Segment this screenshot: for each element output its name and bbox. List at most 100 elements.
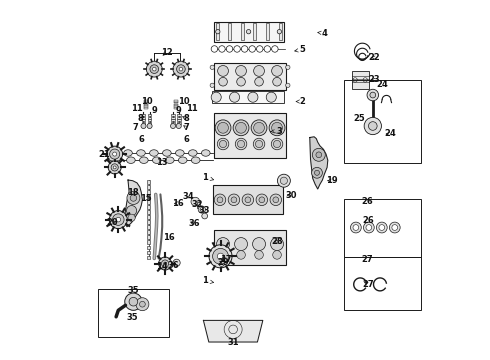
Ellipse shape [189,150,197,156]
Bar [216,23,219,40]
Bar [142,117,145,119]
Bar [279,23,282,40]
Circle shape [367,89,379,101]
Circle shape [270,194,282,206]
Circle shape [242,194,254,206]
Circle shape [198,206,205,213]
Circle shape [147,61,162,77]
Text: 9: 9 [151,106,157,115]
Text: 7: 7 [184,123,190,132]
Circle shape [235,138,247,150]
Text: 27: 27 [362,256,373,264]
Circle shape [256,194,268,206]
Circle shape [257,46,263,52]
Circle shape [264,46,270,52]
Circle shape [251,120,267,136]
Circle shape [173,61,189,77]
Text: 35: 35 [127,287,139,295]
Circle shape [141,123,146,129]
Circle shape [220,140,227,148]
Circle shape [253,138,265,150]
Circle shape [280,177,288,184]
Circle shape [312,148,325,161]
Text: 6: 6 [139,135,145,144]
Ellipse shape [178,157,187,163]
Bar [147,246,150,249]
Ellipse shape [140,157,148,163]
Circle shape [136,298,149,311]
Circle shape [273,197,279,203]
Circle shape [130,195,137,201]
Circle shape [219,251,227,259]
Bar [214,112,286,158]
Bar [253,23,256,40]
Circle shape [179,67,183,71]
Ellipse shape [126,157,135,163]
Circle shape [231,197,237,203]
Bar [147,251,150,254]
Circle shape [218,122,228,133]
Ellipse shape [201,150,210,156]
Circle shape [209,245,232,268]
Text: 16: 16 [172,199,184,208]
Circle shape [237,77,245,86]
Text: 1: 1 [202,173,214,182]
Text: 22: 22 [368,53,380,62]
Bar [144,107,148,109]
Text: 20: 20 [106,218,118,227]
Circle shape [113,152,117,156]
Circle shape [271,66,282,76]
Bar [177,114,180,116]
Circle shape [111,164,118,171]
Circle shape [392,225,398,230]
Circle shape [255,251,263,259]
Text: 36: 36 [167,261,179,270]
Circle shape [254,122,265,133]
Circle shape [219,46,225,52]
Circle shape [217,197,223,203]
Bar [351,71,369,89]
Bar [147,240,150,244]
Bar [147,210,150,214]
Circle shape [110,149,120,159]
Text: 14: 14 [156,262,168,271]
Bar [197,202,199,208]
Bar [214,22,284,42]
Circle shape [266,92,276,102]
Bar [147,230,150,234]
Text: 32: 32 [192,200,203,209]
Circle shape [237,251,245,259]
Text: 10: 10 [141,97,153,106]
Circle shape [234,46,240,52]
Bar [214,230,286,265]
Circle shape [229,92,240,102]
Text: 8: 8 [138,114,144,123]
Circle shape [249,46,255,52]
Ellipse shape [149,150,158,156]
Bar [147,185,150,189]
Bar [174,102,178,103]
Circle shape [129,297,138,306]
Bar [144,104,148,105]
Text: 10: 10 [178,97,190,106]
Text: 26: 26 [362,216,374,225]
Circle shape [128,214,135,221]
Bar [171,117,175,119]
Bar [98,289,170,337]
Circle shape [228,194,240,206]
Polygon shape [310,137,328,189]
Circle shape [350,222,361,233]
Bar [147,180,150,184]
Circle shape [277,30,282,34]
Text: 5: 5 [294,45,305,54]
Circle shape [236,122,246,133]
Circle shape [210,83,215,87]
Circle shape [127,192,140,204]
Circle shape [202,213,208,219]
Circle shape [255,140,263,148]
Ellipse shape [175,150,184,156]
Text: 13: 13 [156,158,168,167]
Circle shape [277,174,291,187]
Circle shape [376,222,387,233]
Circle shape [218,66,228,76]
